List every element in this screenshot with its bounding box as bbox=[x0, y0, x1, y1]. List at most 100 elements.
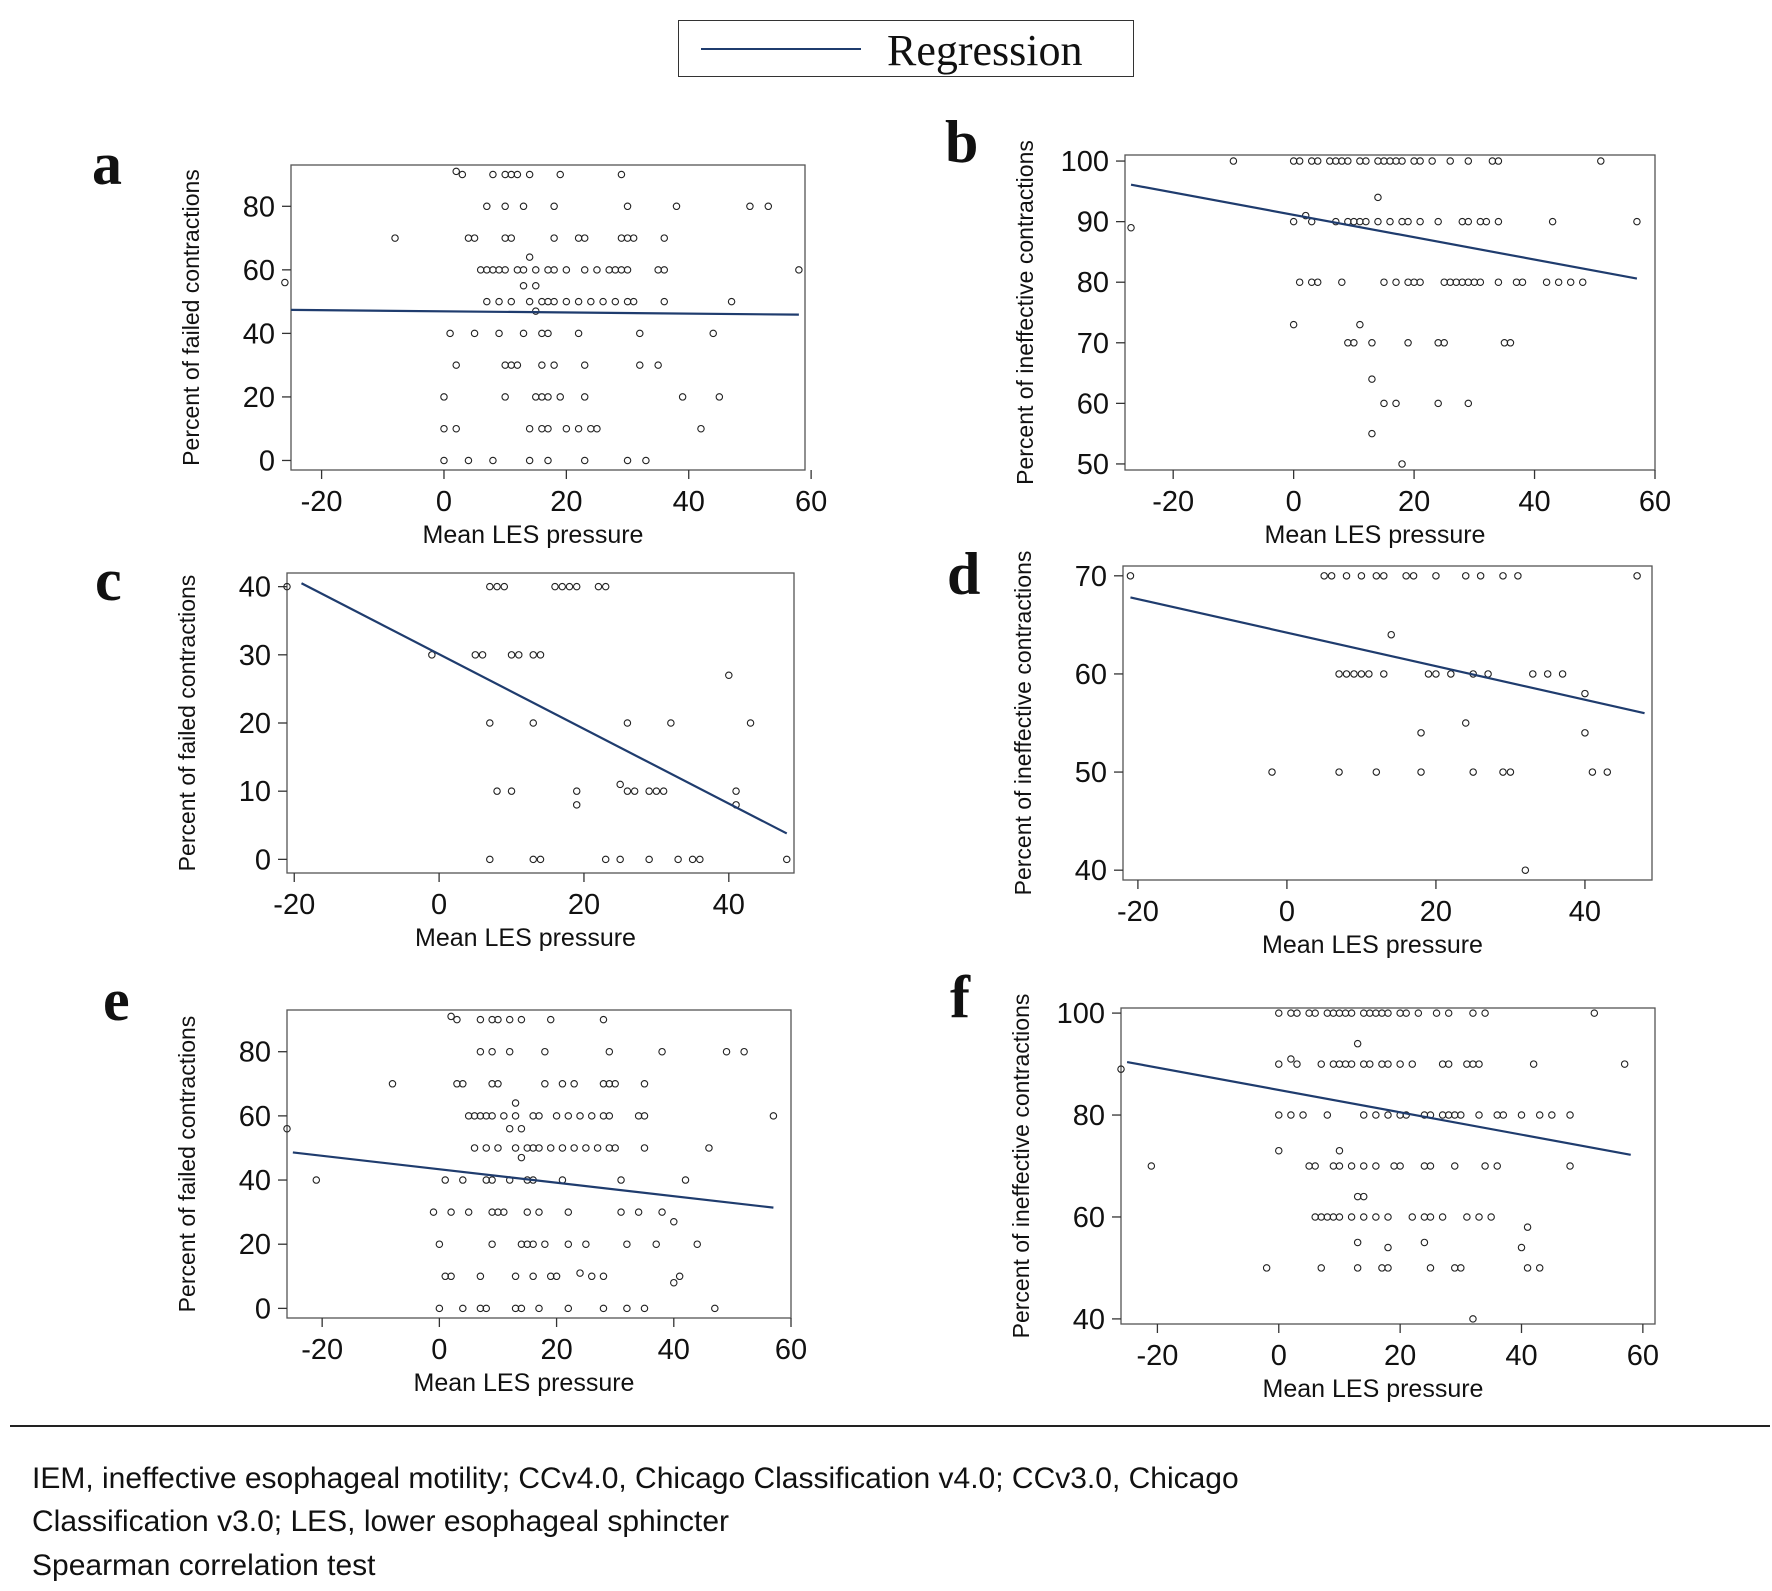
data-point bbox=[476, 266, 485, 274]
data-point bbox=[1438, 1213, 1447, 1221]
plot-frame bbox=[1120, 1007, 1656, 1325]
x-axis-label: Mean LES pressure bbox=[1263, 1375, 1484, 1403]
data-point bbox=[1494, 157, 1503, 165]
data-point bbox=[1440, 339, 1448, 347]
data-point bbox=[594, 582, 603, 591]
data-point bbox=[1356, 320, 1364, 329]
data-point bbox=[746, 719, 755, 727]
data-point bbox=[1329, 1162, 1338, 1170]
data-point bbox=[1581, 729, 1589, 737]
plot-frame bbox=[1124, 154, 1656, 471]
panel-letter-c: c bbox=[95, 547, 122, 613]
data-point bbox=[623, 456, 632, 465]
data-point bbox=[482, 1144, 491, 1152]
data-point bbox=[523, 1208, 532, 1216]
data-point bbox=[1289, 320, 1298, 329]
data-point bbox=[1581, 689, 1589, 698]
x-tick-label: 20 bbox=[1398, 486, 1430, 518]
y-tick-label: 40 bbox=[239, 572, 271, 604]
data-point bbox=[1350, 339, 1358, 347]
data-point bbox=[1293, 1009, 1301, 1017]
data-point bbox=[1426, 1213, 1435, 1221]
data-point bbox=[1398, 460, 1406, 468]
data-point bbox=[1341, 1060, 1350, 1068]
data-point bbox=[1469, 1060, 1477, 1068]
data-point bbox=[746, 202, 754, 211]
data-point bbox=[1372, 1111, 1380, 1119]
data-point bbox=[1359, 1009, 1368, 1017]
data-point bbox=[529, 855, 538, 864]
data-point bbox=[1424, 670, 1433, 678]
data-point bbox=[580, 361, 589, 369]
data-point bbox=[1335, 670, 1343, 678]
data-point bbox=[1475, 1060, 1483, 1068]
data-point bbox=[1380, 278, 1388, 286]
data-point bbox=[1493, 1162, 1501, 1170]
data-point bbox=[1366, 1009, 1374, 1017]
data-point bbox=[1329, 1213, 1338, 1221]
data-point bbox=[1380, 572, 1388, 580]
data-point bbox=[562, 297, 571, 306]
data-point bbox=[587, 297, 595, 306]
data-point bbox=[697, 424, 705, 433]
data-point bbox=[1542, 278, 1551, 286]
y-tick-label: 80 bbox=[239, 1037, 271, 1069]
data-point bbox=[550, 361, 558, 369]
y-axis-label: Percent of failed contractions bbox=[174, 575, 200, 872]
data-point bbox=[1357, 572, 1366, 580]
data-point bbox=[1499, 572, 1507, 580]
data-point bbox=[556, 393, 564, 401]
data-point bbox=[505, 1015, 514, 1024]
data-point bbox=[652, 1240, 660, 1248]
y-tick-label: 40 bbox=[1075, 855, 1107, 887]
data-point bbox=[693, 1240, 701, 1248]
data-point bbox=[546, 1015, 555, 1024]
x-tick-label: 0 bbox=[1271, 1340, 1287, 1372]
data-point bbox=[1444, 1111, 1453, 1119]
data-point bbox=[1529, 1060, 1538, 1068]
data-point bbox=[453, 1015, 461, 1024]
data-point bbox=[580, 266, 589, 274]
data-point bbox=[464, 456, 473, 465]
data-point bbox=[1464, 278, 1473, 286]
data-point bbox=[1514, 572, 1522, 580]
data-point bbox=[1494, 278, 1503, 286]
data-point bbox=[552, 1112, 561, 1120]
data-point bbox=[544, 456, 552, 465]
data-point bbox=[1416, 157, 1424, 165]
data-point bbox=[1374, 157, 1382, 165]
data-point bbox=[470, 329, 479, 338]
x-tick-label: 0 bbox=[431, 1334, 447, 1366]
data-point bbox=[580, 234, 589, 242]
data-point bbox=[1458, 278, 1467, 286]
data-point bbox=[1384, 1009, 1392, 1017]
data-point bbox=[574, 424, 583, 433]
data-point bbox=[1417, 768, 1425, 776]
x-axis-label: Mean LES pressure bbox=[423, 521, 644, 549]
data-point bbox=[550, 234, 558, 242]
data-point bbox=[476, 1047, 485, 1056]
y-tick-label: 60 bbox=[1075, 659, 1107, 691]
data-point bbox=[1372, 1213, 1380, 1221]
data-point bbox=[505, 1047, 514, 1056]
data-point bbox=[654, 266, 662, 274]
data-point bbox=[1446, 157, 1454, 165]
data-point bbox=[435, 1240, 444, 1248]
data-point bbox=[1356, 157, 1364, 165]
data-point bbox=[488, 1176, 496, 1184]
data-point bbox=[447, 1208, 455, 1216]
data-point bbox=[576, 1112, 584, 1120]
data-point bbox=[1464, 157, 1473, 165]
data-point bbox=[489, 170, 497, 179]
data-point bbox=[495, 266, 503, 274]
data-point bbox=[1126, 572, 1135, 580]
data-point bbox=[517, 1304, 526, 1313]
data-point bbox=[1117, 1065, 1125, 1073]
data-point bbox=[507, 234, 516, 242]
data-point bbox=[582, 1240, 590, 1248]
data-point bbox=[634, 1208, 643, 1216]
data-point bbox=[1353, 1264, 1362, 1272]
data-point bbox=[507, 170, 516, 179]
data-point bbox=[501, 234, 509, 242]
